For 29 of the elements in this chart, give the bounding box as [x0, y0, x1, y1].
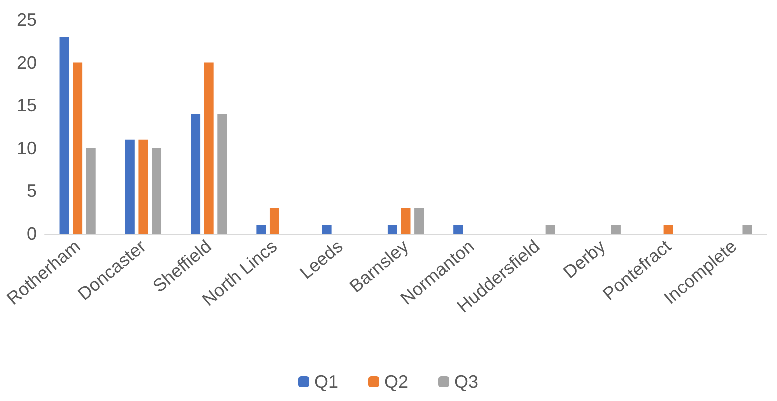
- bar: [204, 62, 214, 234]
- y-tick-label: 10: [16, 138, 37, 158]
- bar: [138, 140, 148, 234]
- legend-label: Q1: [314, 372, 338, 392]
- bar: [60, 37, 70, 234]
- bar: [191, 114, 201, 234]
- bar: [270, 208, 280, 234]
- legend-label: Q2: [384, 372, 409, 392]
- bar: [664, 225, 674, 234]
- bar: [414, 208, 424, 234]
- bar: [125, 140, 135, 234]
- bar: [86, 148, 96, 234]
- y-tick-label: 20: [16, 52, 37, 73]
- y-tick-label: 15: [16, 96, 37, 116]
- bar: [218, 114, 228, 234]
- bar: [388, 225, 398, 234]
- y-tick-label: 5: [26, 181, 37, 202]
- bar: [611, 225, 621, 234]
- y-tick-label: 25: [16, 10, 37, 30]
- bar: [454, 225, 464, 234]
- y-tick-label: 0: [26, 224, 37, 244]
- bar: [546, 225, 556, 234]
- bar: [256, 225, 266, 234]
- bar: [73, 62, 83, 234]
- bar: [401, 208, 411, 234]
- bar: [152, 148, 162, 234]
- legend-label: Q3: [454, 372, 479, 392]
- bar: [322, 225, 332, 234]
- bar: [742, 225, 752, 234]
